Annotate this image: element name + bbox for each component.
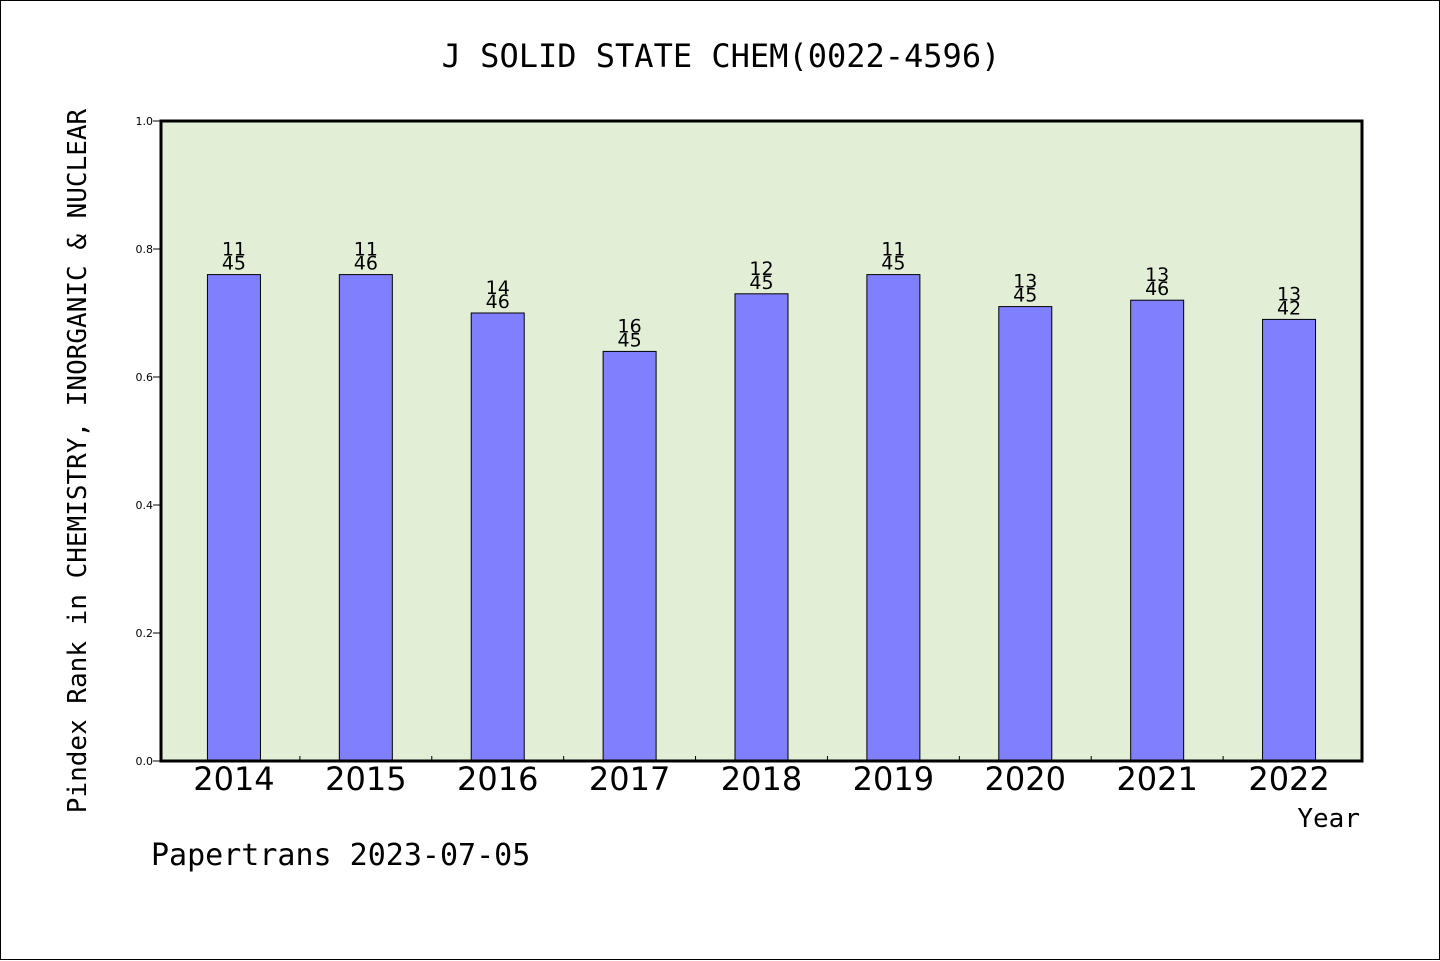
bar-2020 (998, 306, 1053, 762)
bar-2018 (734, 293, 789, 762)
total-label: 46 (1145, 278, 1169, 300)
bar-2016 (470, 312, 525, 762)
bar-2015 (338, 274, 393, 762)
rank-label: 11 (354, 239, 378, 261)
total-label: 42 (1277, 297, 1301, 319)
y-tick-label: 1.0 (136, 115, 154, 128)
x-tick-label: 2022 (1248, 760, 1329, 798)
x-tick-label: 2018 (721, 760, 802, 798)
bar-2022 (1262, 318, 1317, 762)
rank-label: 13 (1277, 283, 1301, 305)
total-label: 45 (881, 253, 905, 275)
footer-credit: Papertrans 2023-07-05 (151, 838, 530, 873)
x-tick-label: 2020 (985, 760, 1066, 798)
rank-label: 14 (486, 277, 510, 299)
bar-2019 (866, 274, 921, 762)
y-tick-label: 0.4 (136, 499, 154, 512)
total-label: 45 (749, 272, 773, 294)
total-label: 45 (222, 253, 246, 275)
total-label: 46 (486, 291, 510, 313)
total-label: 45 (618, 329, 642, 351)
bar-2014 (206, 274, 261, 762)
y-axis-label: Pindex Rank in CHEMISTRY, INORGANIC & NU… (63, 108, 93, 813)
rank-label: 11 (222, 239, 246, 261)
x-tick-label: 2014 (193, 760, 274, 798)
x-axis-label: Year (1297, 804, 1360, 834)
rank-label: 16 (618, 315, 642, 337)
total-label: 45 (1013, 285, 1037, 307)
total-label: 46 (354, 253, 378, 275)
x-tick-label: 2015 (325, 760, 406, 798)
rank-label: 12 (749, 258, 773, 280)
x-tick-label: 2016 (457, 760, 538, 798)
rank-label: 11 (881, 239, 905, 261)
rank-label: 13 (1013, 271, 1037, 293)
y-tick-label: 0.2 (136, 627, 154, 640)
plot-frame (159, 119, 1364, 763)
bar-2017 (602, 350, 657, 762)
bar-2021 (1130, 299, 1185, 762)
x-tick-label: 2021 (1116, 760, 1197, 798)
chart-title: J SOLID STATE CHEM(0022-4596) (442, 37, 1001, 75)
y-tick-label: 0.8 (136, 243, 154, 256)
x-tick-label: 2019 (853, 760, 934, 798)
ticks-group: 0.0 0.2 0.4 0.6 0.8 1.0 2014 2015 2016 2017 2018 20… (136, 115, 1330, 798)
y-tick-label: 0.6 (136, 371, 154, 384)
x-tick-label: 2017 (589, 760, 670, 798)
y-tick-label: 0.0 (136, 755, 154, 768)
rank-label: 13 (1145, 264, 1169, 286)
bars-group (206, 274, 1317, 762)
